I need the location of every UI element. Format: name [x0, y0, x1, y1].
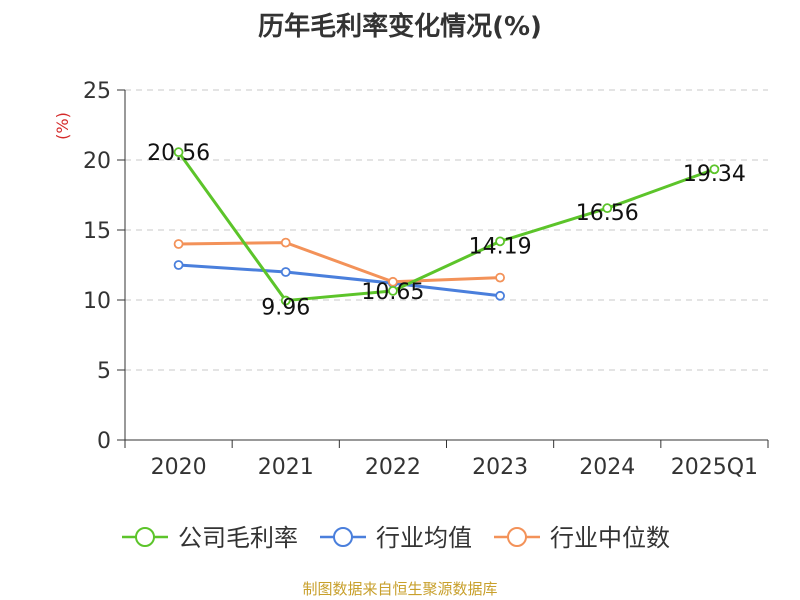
data-label: 14.19 [469, 234, 532, 259]
data-point [280, 237, 291, 248]
legend-label: 公司毛利率 [178, 524, 298, 552]
data-label: 10.65 [361, 280, 424, 305]
x-tick-label: 2023 [472, 455, 528, 480]
series-line [178, 263, 501, 298]
y-tick-label: 10 [83, 289, 111, 314]
data-label: 9.96 [261, 296, 310, 321]
legend-swatch-marker [507, 527, 527, 547]
data-labels: 20.56 9.96 10.65 14.19 16.56 19.34 [147, 141, 746, 320]
y-tick-label: 15 [83, 219, 111, 244]
x-tick-label: 2025Q1 [671, 455, 758, 480]
data-label: 16.56 [576, 201, 639, 226]
x-tick-label: 2024 [579, 455, 635, 480]
axes: 0 5 10 15 20 25 (%) 2020 2021 2022 2023 2024 2025Q1 [53, 79, 769, 480]
legend: 公司毛利率 行业均值 行业中位数 [122, 524, 670, 552]
data-point [709, 164, 720, 175]
legend-label: 行业中位数 [550, 524, 670, 552]
legend-item: 行业中位数 [494, 524, 670, 552]
y-tick-label: 20 [83, 149, 111, 174]
legend-item: 行业均值 [320, 524, 472, 552]
data-point [602, 203, 613, 214]
y-tick-label: 25 [83, 79, 111, 104]
source-note: 制图数据来自恒生聚源数据库 [302, 580, 498, 598]
legend-item: 公司毛利率 [122, 524, 298, 552]
series-line [178, 241, 501, 284]
data-point [173, 260, 184, 270]
y-tick-label: 5 [97, 359, 111, 384]
series-layer [173, 147, 720, 306]
series-line [177, 151, 715, 303]
chart-title: 历年毛利率变化情况(%) [258, 12, 542, 42]
data-point [388, 285, 398, 296]
x-tick-label: 2021 [258, 455, 314, 480]
y-axis-label: (%) [53, 112, 72, 140]
legend-label: 行业均值 [376, 524, 472, 552]
x-tick-label: 2020 [151, 455, 207, 480]
x-tick-label: 2022 [365, 455, 421, 480]
data-point [495, 290, 505, 301]
data-point [495, 236, 505, 247]
data-point [173, 239, 184, 249]
data-label: 19.34 [683, 162, 746, 187]
legend-swatch-marker [135, 527, 155, 547]
grid-lines [125, 89, 768, 371]
data-point [280, 295, 291, 306]
legend-swatch-marker [333, 527, 353, 547]
data-point [173, 147, 184, 158]
data-point [495, 272, 505, 283]
data-label: 20.56 [147, 141, 210, 166]
data-point [388, 276, 398, 287]
data-point [280, 267, 291, 277]
y-tick-label: 0 [97, 429, 111, 454]
